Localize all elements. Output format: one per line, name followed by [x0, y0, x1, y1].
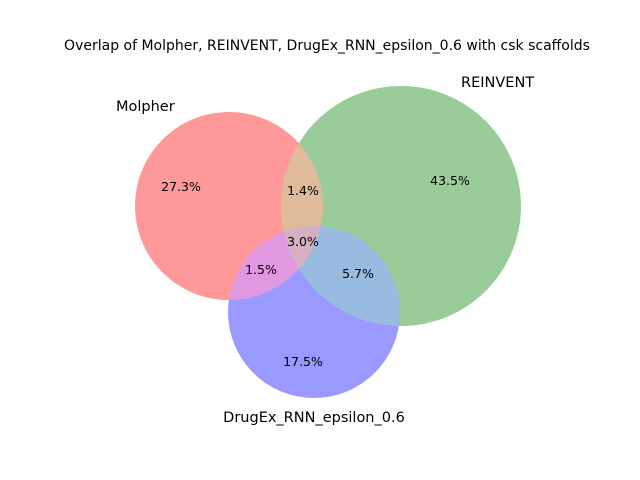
reinvent-only-label: 43.5% [430, 173, 470, 188]
molpher-drugex-label: 1.5% [245, 262, 277, 277]
drugex-only-label: 17.5% [283, 354, 323, 369]
molpher-set-label: Molpher [116, 99, 175, 115]
reinvent-drugex-label: 5.7% [342, 266, 374, 281]
reinvent-set-label: REINVENT [461, 75, 534, 91]
all-three-label: 3.0% [287, 234, 319, 249]
molpher-reinvent-label: 1.4% [287, 183, 319, 198]
chart-title: Overlap of Molpher, REINVENT, DrugEx_RNN… [64, 38, 590, 54]
drugex-set-label: DrugEx_RNN_epsilon_0.6 [223, 410, 405, 426]
molpher-drugex-overlap [228, 226, 323, 300]
molpher-only-label: 27.3% [161, 179, 201, 194]
